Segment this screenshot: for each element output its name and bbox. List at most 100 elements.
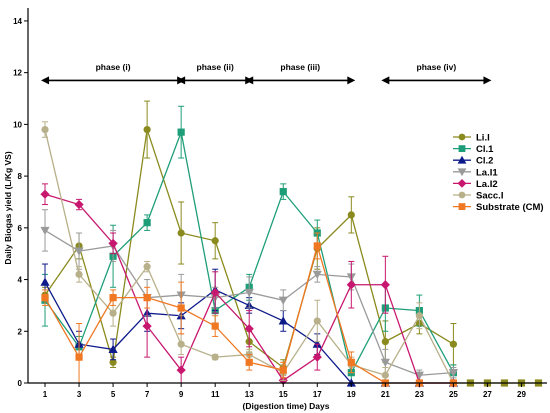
- data-point: [458, 133, 466, 141]
- x-tick-label: 29: [517, 390, 526, 399]
- x-tick-label: 25: [449, 390, 458, 399]
- x-tick-label: 15: [279, 390, 288, 399]
- data-point: [415, 312, 423, 320]
- data-point: [279, 366, 287, 374]
- y-tick-label: 0: [18, 379, 23, 388]
- data-point: [210, 287, 220, 298]
- data-point: [211, 322, 219, 330]
- legend-label: La.I2: [476, 179, 498, 190]
- data-point: [312, 352, 322, 362]
- legend-label: Cl.1: [476, 144, 494, 155]
- phase-label: phase (iv): [417, 62, 457, 72]
- data-point: [244, 288, 254, 298]
- data-point: [448, 369, 459, 378]
- x-tick-label: 7: [145, 390, 150, 399]
- data-point: [457, 168, 467, 177]
- data-point: [40, 277, 50, 286]
- data-point: [109, 358, 117, 366]
- x-tick-label: 11: [211, 390, 220, 399]
- data-point: [211, 353, 219, 361]
- data-point: [279, 188, 287, 196]
- data-point: [40, 226, 50, 236]
- x-tick-label: 3: [77, 390, 82, 399]
- y-tick-label: 6: [18, 224, 23, 233]
- x-axis-label: (Digestion time) Days: [243, 401, 330, 411]
- data-point: [75, 353, 83, 361]
- data-point: [41, 125, 49, 134]
- x-tick-label: 27: [483, 390, 492, 399]
- legend-label: La.I1: [476, 167, 498, 178]
- y-axis-label: Daily Biogas yield (L/Kg VS): [3, 151, 13, 265]
- data-point: [347, 211, 355, 219]
- data-point: [458, 203, 466, 210]
- legend-label: Cl.2: [476, 156, 493, 167]
- phase-label: phase (iii): [280, 62, 320, 72]
- data-point: [458, 145, 466, 152]
- x-tick-label: 1: [43, 390, 48, 399]
- legend-label: Li.I: [476, 133, 490, 144]
- data-point: [177, 340, 185, 348]
- phase-arrow-head-left: [381, 76, 390, 85]
- series-layer: [40, 100, 543, 388]
- data-point: [176, 365, 186, 375]
- data-point: [457, 179, 467, 188]
- data-point: [108, 238, 118, 248]
- x-tick-label: 9: [179, 390, 184, 399]
- data-point: [143, 219, 151, 227]
- data-point: [312, 270, 322, 279]
- phase-label: phase (i): [96, 62, 131, 72]
- phase-arrow-head-left: [41, 76, 50, 85]
- data-point: [142, 321, 152, 331]
- data-point: [381, 371, 389, 379]
- data-point: [244, 324, 254, 334]
- phase-arrow-head-right: [347, 76, 356, 85]
- data-point: [278, 296, 288, 305]
- data-point: [143, 125, 151, 134]
- phase-annotations: phase (i) phase (ii) phase (iii) phase (iv): [41, 62, 492, 85]
- data-point: [143, 263, 151, 271]
- data-point: [74, 199, 84, 210]
- phase-arrow-head-left: [245, 76, 254, 85]
- data-point: [414, 371, 424, 380]
- phase-arrow-head-left: [177, 76, 186, 85]
- data-point: [380, 280, 390, 290]
- data-point: [75, 270, 83, 278]
- y-tick-label: 4: [18, 276, 23, 285]
- x-tick-label: 19: [347, 390, 356, 399]
- y-tick-label: 10: [13, 120, 22, 129]
- data-point: [41, 294, 49, 302]
- y-tick-label: 14: [13, 17, 22, 26]
- phase-arrow-head-right: [483, 76, 492, 85]
- data-point: [109, 294, 117, 302]
- data-point: [211, 237, 219, 245]
- x-tick-label: 13: [245, 390, 254, 399]
- data-point: [40, 189, 50, 199]
- legend-label: Sacc.I: [476, 191, 503, 202]
- y-tick-label: 12: [13, 69, 22, 78]
- data-point: [313, 242, 321, 250]
- data-point: [449, 340, 458, 348]
- axes: (Digestion time) Days Daily Biogas yield…: [3, 8, 547, 411]
- x-tick-label: 17: [313, 390, 322, 399]
- data-point: [313, 317, 321, 325]
- legend-label: Substrate (CM): [476, 202, 544, 213]
- data-point: [458, 191, 466, 199]
- y-tick-label: 2: [18, 327, 23, 336]
- data-point: [143, 294, 151, 302]
- data-point: [245, 358, 253, 366]
- data-point: [380, 358, 390, 367]
- x-tick-label: 21: [381, 390, 390, 399]
- data-point: [177, 304, 185, 312]
- x-tick-label: 23: [415, 390, 424, 399]
- data-point: [74, 247, 84, 256]
- data-point: [346, 280, 356, 290]
- y-tick-label: 8: [18, 172, 23, 181]
- data-point: [347, 358, 355, 366]
- data-point: [109, 309, 117, 317]
- data-point: [177, 128, 185, 136]
- data-point: [278, 316, 288, 325]
- data-point: [457, 155, 467, 164]
- data-point: [108, 344, 118, 353]
